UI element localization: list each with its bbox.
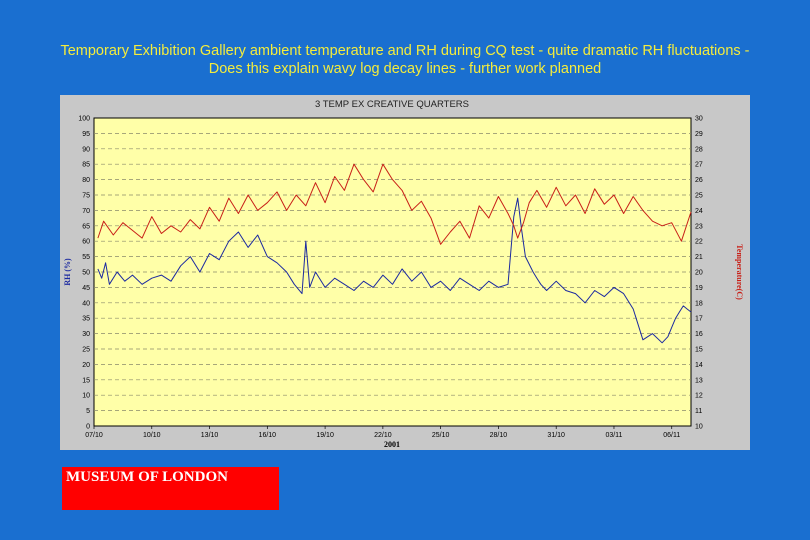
logo-text: MUSEUM OF LONDON: [66, 469, 228, 485]
y-right-tick-label: 12: [695, 393, 703, 400]
y-right-tick-label: 11: [695, 408, 702, 415]
x-tick-label: 07/10: [85, 432, 103, 439]
x-tick-label: 28/10: [490, 432, 508, 439]
museum-logo: MUSEUM OF LONDON: [62, 467, 279, 510]
y-right-tick-label: 20: [695, 270, 703, 277]
temperature-series-line: [97, 163, 692, 245]
tick-labels: 0 5 10 15 20 25 30 35 40 45 50 55 60 65 70 75 80 85 90 95 10…: [78, 116, 703, 440]
y-right-tick-label: 15: [695, 347, 703, 354]
rh-series-line: [97, 197, 692, 344]
x-tick-label: 31/10: [547, 432, 565, 439]
y-right-tick-label: 13: [695, 377, 703, 384]
y-right-tick-label: 21: [695, 254, 703, 261]
grid-lines: [94, 133, 691, 411]
y-left-tick-label: 85: [82, 162, 90, 169]
y-axis-right-label: Temperature(C): [735, 244, 744, 300]
series-layer: [97, 163, 692, 344]
chart-title: 3 TEMP EX CREATIVE QUARTERS: [315, 99, 469, 110]
y-right-tick-label: 10: [695, 424, 703, 431]
slide-title: Temporary Exhibition Gallery ambient tem…: [60, 43, 750, 77]
y-left-tick-label: 65: [82, 223, 90, 230]
chart: 3 TEMP EX CREATIVE QUARTERS 2001 RH (%) …: [63, 99, 744, 449]
y-left-tick-label: 10: [82, 393, 90, 400]
y-right-tick-label: 14: [695, 362, 703, 369]
y-left-tick-label: 20: [82, 362, 90, 369]
y-left-tick-label: 50: [82, 270, 90, 277]
y-right-tick-label: 19: [695, 285, 703, 292]
y-axis-left-label: RH (%): [63, 258, 72, 286]
y-left-tick-label: 25: [82, 347, 90, 354]
y-left-tick-label: 0: [86, 424, 90, 431]
x-tick-label: 06/11: [663, 432, 680, 439]
x-tick-label: 13/10: [201, 432, 219, 439]
x-tick-label: 16/10: [259, 432, 277, 439]
y-left-tick-label: 70: [82, 208, 90, 215]
y-left-tick-label: 80: [82, 177, 90, 184]
y-left-tick-label: 75: [82, 193, 90, 200]
y-left-tick-label: 35: [82, 316, 90, 323]
chart-frame: 3 TEMP EX CREATIVE QUARTERS 2001 RH (%) …: [60, 95, 750, 450]
y-right-tick-label: 24: [695, 208, 703, 215]
y-left-tick-label: 90: [82, 146, 90, 153]
y-right-tick-label: 29: [695, 131, 703, 138]
y-left-tick-label: 55: [82, 254, 90, 261]
y-left-tick-label: 95: [82, 131, 90, 138]
x-tick-label: 25/10: [432, 432, 450, 439]
y-right-tick-label: 26: [695, 177, 703, 184]
x-axis-label: 2001: [384, 440, 400, 449]
y-right-tick-label: 16: [695, 331, 703, 338]
y-right-tick-label: 17: [695, 316, 703, 323]
x-tick-label: 03/11: [605, 432, 622, 439]
y-right-tick-label: 30: [695, 116, 703, 123]
y-left-tick-label: 100: [78, 116, 90, 123]
x-tick-label: 19/10: [316, 432, 334, 439]
y-right-tick-label: 28: [695, 146, 703, 153]
x-tick-label: 10/10: [143, 432, 161, 439]
y-left-tick-label: 5: [86, 408, 90, 415]
y-left-tick-label: 60: [82, 239, 90, 246]
y-right-tick-label: 25: [695, 193, 703, 200]
y-right-tick-label: 22: [695, 239, 703, 246]
y-left-tick-label: 40: [82, 300, 90, 307]
y-left-tick-label: 15: [82, 377, 90, 384]
y-left-tick-label: 45: [82, 285, 90, 292]
y-right-tick-label: 18: [695, 300, 703, 307]
x-tick-label: 22/10: [374, 432, 392, 439]
y-right-tick-label: 27: [695, 162, 703, 169]
y-right-tick-label: 23: [695, 223, 703, 230]
y-left-tick-label: 30: [82, 331, 90, 338]
